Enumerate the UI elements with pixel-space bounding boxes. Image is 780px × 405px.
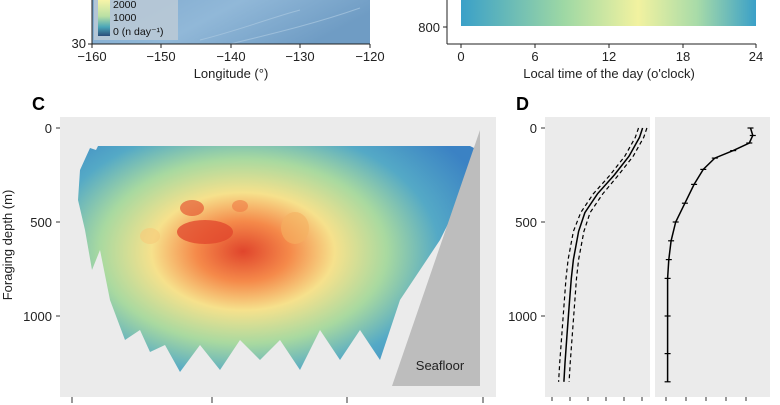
panel-a-xlabel: Longitude (°) [194,66,269,81]
panel-b-xtick-label: 12 [602,49,616,64]
panel-d: D 0 500 1000 [508,94,770,401]
panel-b-ytick-label: 800 [418,20,440,35]
panel-c-ylabel: Foraging depth (m) [0,190,15,301]
panel-d-ytick-label: 500 [515,215,537,230]
panel-c-label: C [32,94,45,114]
panel-d-left-background [545,117,650,397]
panel-a-xtick-label: −120 [355,49,384,64]
hotspot [232,200,248,212]
panel-b: 800 0 6 12 18 24 Local time of the day (… [418,0,763,81]
panel-b-heat [461,0,756,26]
hotspot [177,220,233,244]
seafloor-label: Seafloor [416,358,465,373]
panel-d-xticks [551,397,747,401]
hotspot [180,200,204,216]
seafloor-wedge [392,130,480,386]
profile-line-dashed [568,127,648,382]
hotspot [281,212,309,244]
legend-label-2000: 2000 [113,0,137,11]
panel-b-xlabel: Local time of the day (o'clock) [523,66,695,81]
map-ridge [199,7,361,45]
panel-d-label: D [516,94,529,114]
panel-b-xtick-label: 6 [531,49,538,64]
panel-b-xtick-label: 24 [749,49,763,64]
panel-b-xtick-label: 18 [676,49,690,64]
panel-c: C Seafloor 0 500 1000 Foraging depth (m) [0,94,496,403]
panel-d-right-lines [664,127,756,383]
panel-c-ytick-label: 1000 [23,309,52,324]
panel-c-yticks [56,127,60,317]
panel-a-xtick-label: −150 [146,49,175,64]
panel-d-left-lines [558,127,648,382]
panel-b-xticks [460,44,757,48]
panel-a-xtick-label: −140 [216,49,245,64]
panel-b-xtick-label: 0 [457,49,464,64]
legend-colorbar [98,0,110,36]
panel-a-xticks [91,44,371,48]
panel-a-xtick-label: −130 [285,49,314,64]
panel-c-xticks [71,397,484,403]
panel-d-yticks [541,127,545,317]
panel-d-ytick-label: 0 [530,121,537,136]
panel-c-ytick-label: 500 [30,215,52,230]
panel-d-right-background [655,117,770,397]
profile-line-solid [563,127,644,382]
panel-c-ytick-label: 0 [45,121,52,136]
legend-label-0: 0 (n day⁻¹) [113,26,163,38]
legend-label-1000: 1000 [113,12,137,24]
panel-a-xtick-label: −160 [77,49,106,64]
hotspot [140,228,160,244]
panel-a: 2000 1000 0 (n day⁻¹) −160 −150 −140 −13… [72,0,385,81]
panel-d-ytick-label: 1000 [508,309,537,324]
profile-line-dashed [558,127,640,382]
panel-a-ytick-label: 30 [72,36,86,51]
